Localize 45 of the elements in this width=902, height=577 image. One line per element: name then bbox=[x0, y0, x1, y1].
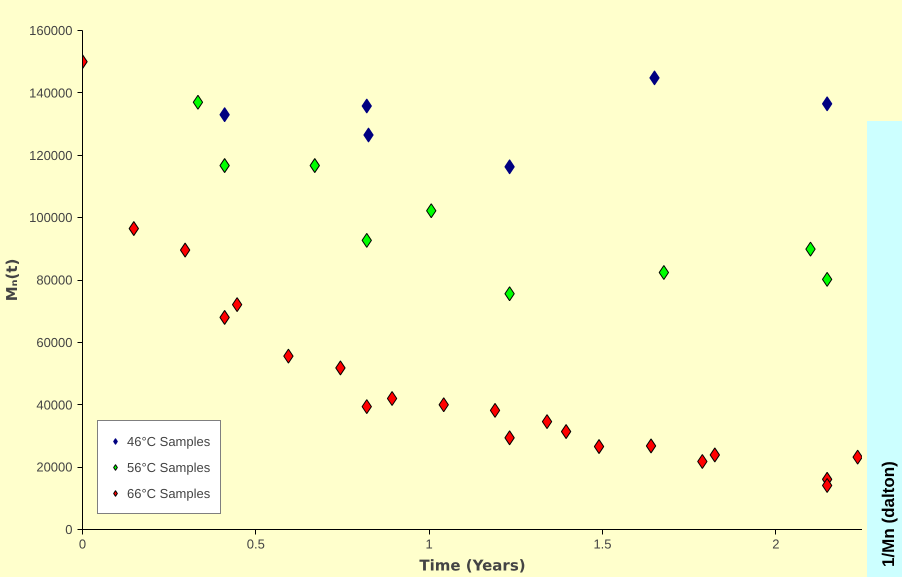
point bbox=[335, 360, 346, 376]
y-tick-label: 140000 bbox=[29, 85, 73, 100]
point bbox=[594, 439, 604, 454]
y-tick-label: 0 bbox=[65, 522, 73, 537]
point bbox=[504, 286, 515, 302]
text: 1/Mn (dalton) bbox=[879, 461, 899, 567]
point bbox=[560, 424, 572, 440]
point bbox=[658, 265, 670, 280]
x-tick-label: 0 bbox=[78, 536, 86, 552]
x-tick-label: 2 bbox=[772, 536, 780, 552]
x-tick-label: 1 bbox=[426, 536, 433, 552]
y-tick-label: 160000 bbox=[29, 23, 73, 38]
point bbox=[232, 297, 242, 312]
x-tick-label: 1.5 bbox=[593, 536, 612, 552]
legend-label: 56°C Samples bbox=[127, 460, 210, 474]
y-tick-label: 80000 bbox=[36, 272, 73, 288]
legend-label: 46°C Samples bbox=[127, 434, 210, 448]
point bbox=[363, 127, 374, 142]
point bbox=[822, 96, 832, 112]
point bbox=[805, 242, 816, 257]
y-axis-title: Mₙ(t) bbox=[3, 258, 22, 302]
point bbox=[219, 310, 230, 325]
point bbox=[822, 478, 832, 494]
point bbox=[504, 159, 515, 174]
point bbox=[386, 391, 398, 406]
y-tick-label: 100000 bbox=[29, 210, 73, 226]
point bbox=[822, 272, 832, 287]
point bbox=[542, 414, 552, 430]
y-tick-label: 60000 bbox=[36, 334, 73, 350]
point bbox=[192, 94, 204, 110]
point bbox=[646, 438, 656, 454]
point bbox=[649, 70, 660, 86]
y-tick-label: 20000 bbox=[36, 460, 73, 475]
legend-label: 66°C Samples bbox=[127, 486, 210, 500]
point bbox=[180, 242, 190, 258]
point bbox=[697, 454, 708, 470]
y-tick-label: 120000 bbox=[29, 148, 73, 163]
point bbox=[490, 402, 500, 418]
point bbox=[504, 430, 515, 446]
point bbox=[219, 158, 230, 174]
x-axis-title: Time (Years) bbox=[419, 556, 526, 574]
point bbox=[283, 348, 294, 364]
x-tick-label: 0.5 bbox=[246, 536, 265, 552]
y-tick-label: 40000 bbox=[36, 397, 73, 412]
point bbox=[219, 107, 230, 122]
